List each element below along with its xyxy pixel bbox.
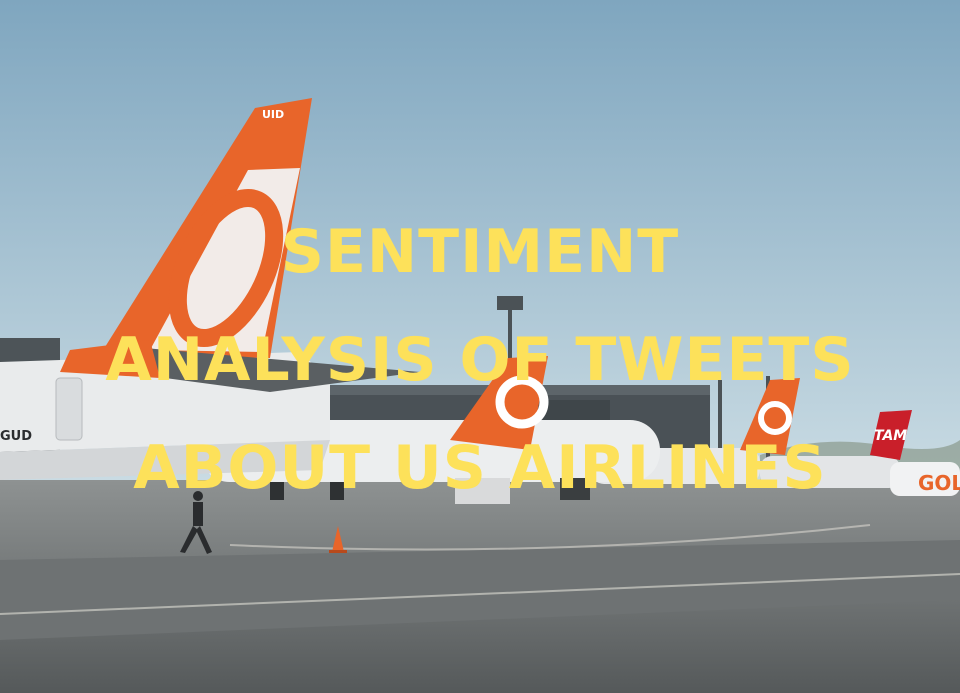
ground-worker — [180, 491, 212, 554]
taxiway-band — [0, 540, 960, 640]
mast-head — [497, 296, 523, 310]
taxiway-line — [0, 573, 960, 615]
headline: SENTIMENT ANALYSIS OF TWEETS ABOUT US AI… — [0, 198, 960, 522]
ground-vehicle-2 — [560, 478, 590, 500]
apron-curve — [229, 524, 871, 551]
far-tail-logo: TAM — [874, 428, 907, 444]
distant-fuselage-logo: GOL — [918, 471, 960, 495]
headline-line-1: SENTIMENT — [280, 217, 680, 287]
tail-registration: UID — [262, 108, 284, 121]
fuselage-registration: GUD — [0, 429, 32, 444]
traffic-cone — [332, 526, 344, 552]
aircraft-foreground: GUD UID — [0, 98, 420, 480]
ground-vehicle — [455, 478, 510, 504]
far-red-tail — [870, 410, 912, 460]
headline-line-3: ABOUT US AIRLINES — [133, 433, 827, 503]
tail-small-3 — [740, 378, 800, 455]
headline-line-2: ANALYSIS OF TWEETS — [105, 325, 855, 395]
